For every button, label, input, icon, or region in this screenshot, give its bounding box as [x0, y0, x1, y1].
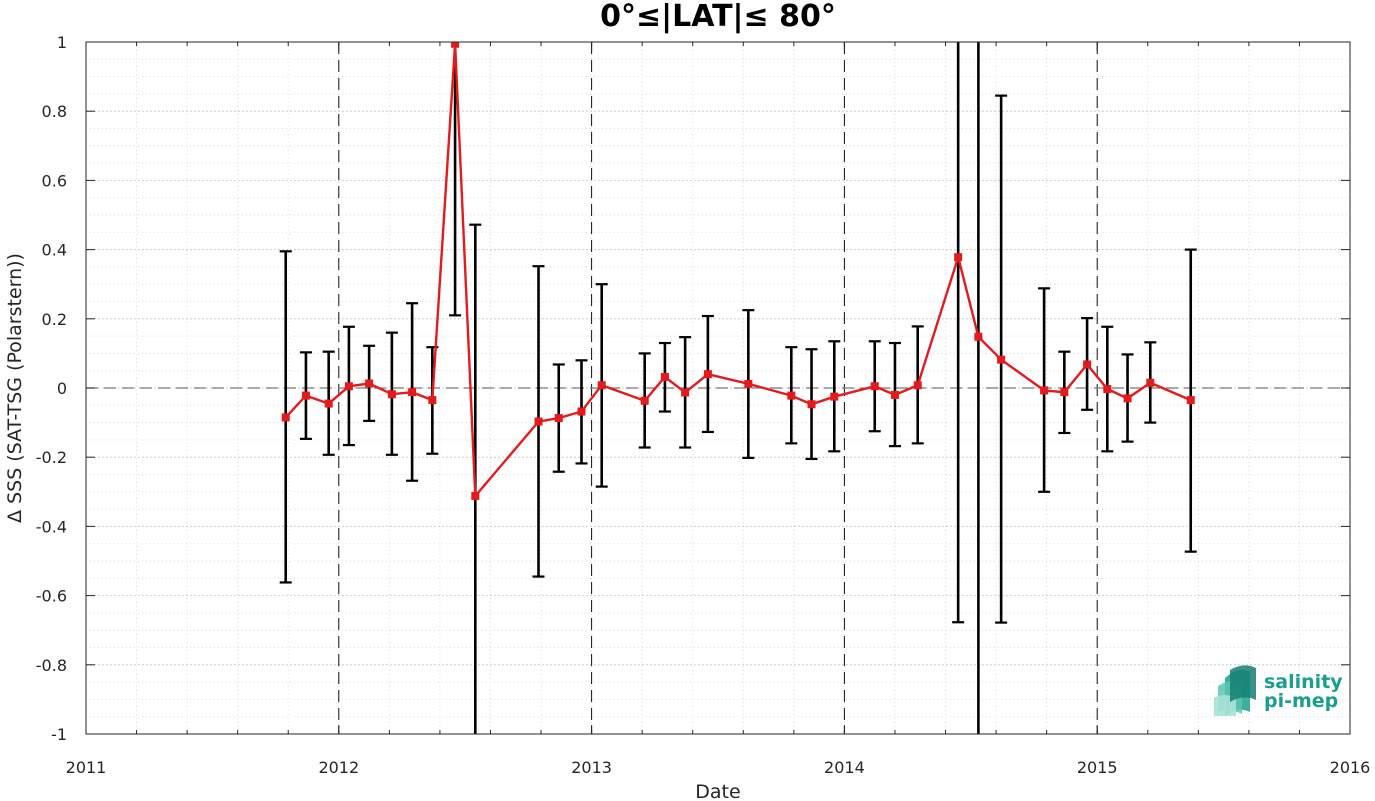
data-point-marker [974, 332, 983, 341]
data-point-marker [744, 379, 753, 388]
data-point-marker [1186, 396, 1195, 405]
logo-waves-icon [1214, 665, 1256, 716]
data-point-marker [1060, 388, 1069, 397]
data-point-marker [281, 413, 290, 422]
logo-text-pi-mep: pi-mep [1264, 690, 1338, 712]
y-tick-label: 0.4 [42, 241, 67, 260]
data-point-marker [703, 370, 712, 379]
data-point-marker [324, 399, 333, 408]
data-point-marker [640, 396, 649, 405]
data-point-marker [534, 417, 543, 426]
data-point-marker [870, 382, 879, 391]
x-tick-label: 2011 [66, 758, 107, 777]
x-tick-label: 2014 [824, 758, 865, 777]
data-point-marker [387, 390, 396, 399]
data-point-marker [1040, 386, 1049, 395]
data-point-marker [451, 42, 460, 48]
data-point-marker [577, 407, 586, 416]
data-point-marker [997, 355, 1006, 364]
x-tick-label: 2013 [571, 758, 612, 777]
x-tick-label: 2016 [1330, 758, 1371, 777]
x-tick-label: 2012 [318, 758, 359, 777]
data-point-marker [597, 381, 606, 390]
salinity-pi-mep-logo: salinity pi-mep [1214, 665, 1343, 716]
data-point-marker [365, 379, 374, 388]
data-point-marker [830, 392, 839, 401]
data-point-marker [428, 396, 437, 405]
y-tick-label: 0.2 [42, 310, 67, 329]
x-tick-label: 2015 [1077, 758, 1118, 777]
y-tick-label: -1 [51, 725, 67, 744]
y-tick-label: 0 [57, 379, 67, 398]
data-point-marker [471, 491, 480, 500]
reference-lines [86, 42, 1350, 734]
data-point-marker [1123, 394, 1132, 403]
y-tick-label: -0.4 [36, 517, 67, 536]
y-tick-label: 0.6 [42, 171, 67, 190]
y-tick-label: 1 [57, 33, 67, 52]
data-point-marker [554, 414, 563, 423]
y-axis-label: Δ SSS (SAT-TSG (Polarstern)) [4, 253, 26, 523]
data-point-marker [890, 390, 899, 399]
y-tick-label: -0.6 [36, 587, 67, 606]
data-point-marker [787, 391, 796, 400]
data-layer [279, 42, 1197, 734]
data-point-marker [807, 400, 816, 409]
data-point-marker [913, 381, 922, 390]
data-point-marker [1083, 360, 1092, 369]
data-point-marker [1146, 378, 1155, 387]
y-tick-label: -0.8 [36, 656, 67, 675]
grid [85, 41, 1351, 735]
y-tick-label: 0.8 [42, 102, 67, 121]
data-point-marker [1103, 385, 1112, 394]
y-tick-label: -0.2 [36, 448, 67, 467]
data-point-marker [301, 391, 310, 400]
data-point-marker [954, 253, 963, 262]
data-point-marker [681, 388, 690, 397]
data-point-marker [344, 382, 353, 391]
data-point-marker [660, 372, 669, 381]
logo-text-salinity: salinity [1264, 671, 1343, 693]
x-axis-label: Date [695, 781, 740, 801]
axis-ticks: 2011 2012 2013 2014 2015 2016 1 0.8 0.6 0.4 0.2 0 -0… [36, 33, 1371, 777]
data-point-marker [408, 388, 417, 397]
chart-title: 0°≤|LAT|≤ 80° [600, 0, 836, 34]
